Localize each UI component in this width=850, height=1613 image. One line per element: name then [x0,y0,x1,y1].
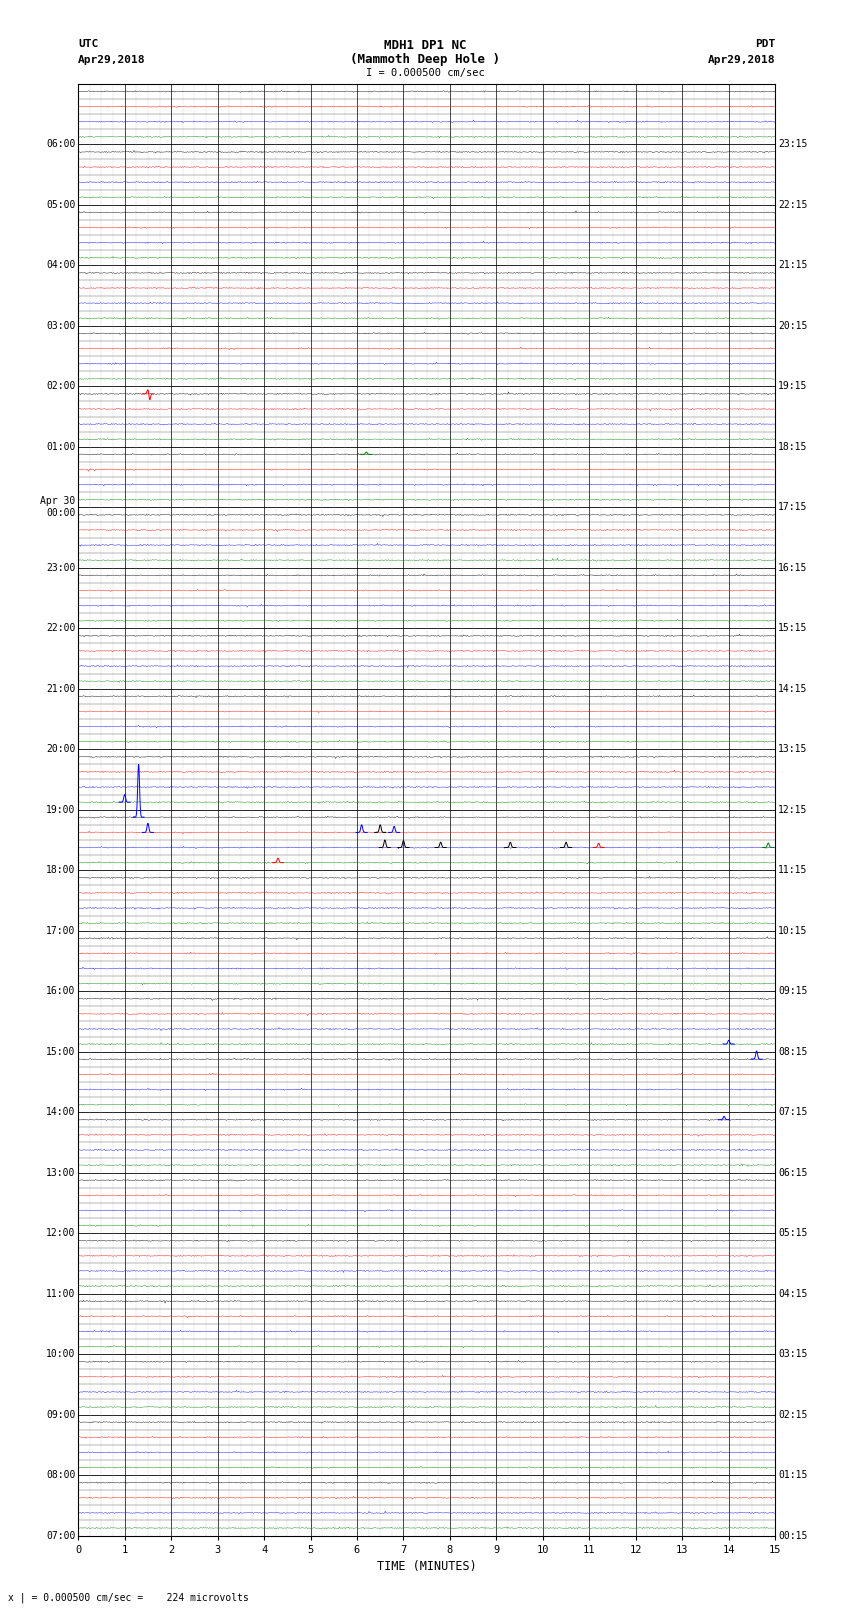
Text: x | = 0.000500 cm/sec =    224 microvolts: x | = 0.000500 cm/sec = 224 microvolts [8,1592,249,1603]
Text: 01:00: 01:00 [46,442,76,452]
Text: 12:00: 12:00 [46,1227,76,1239]
Text: 07:15: 07:15 [778,1107,807,1118]
X-axis label: TIME (MINUTES): TIME (MINUTES) [377,1560,477,1573]
Text: 20:15: 20:15 [778,321,807,331]
Text: PDT: PDT [755,39,775,48]
Text: 02:15: 02:15 [778,1410,807,1419]
Text: UTC: UTC [78,39,99,48]
Text: 12:15: 12:15 [778,805,807,815]
Text: 11:00: 11:00 [46,1289,76,1298]
Text: 05:15: 05:15 [778,1227,807,1239]
Text: 23:15: 23:15 [778,139,807,150]
Text: 04:15: 04:15 [778,1289,807,1298]
Text: 16:00: 16:00 [46,986,76,997]
Text: 15:00: 15:00 [46,1047,76,1057]
Text: 17:00: 17:00 [46,926,76,936]
Text: 16:15: 16:15 [778,563,807,573]
Text: Apr 30
00:00: Apr 30 00:00 [40,497,76,518]
Text: 22:00: 22:00 [46,623,76,634]
Text: 19:00: 19:00 [46,805,76,815]
Text: 18:00: 18:00 [46,865,76,876]
Text: 02:00: 02:00 [46,381,76,392]
Text: 14:15: 14:15 [778,684,807,694]
Text: MDH1 DP1 NC: MDH1 DP1 NC [383,39,467,52]
Text: Apr29,2018: Apr29,2018 [78,55,145,65]
Text: 01:15: 01:15 [778,1469,807,1481]
Text: 00:15: 00:15 [778,1531,807,1540]
Text: 14:00: 14:00 [46,1107,76,1118]
Text: 13:15: 13:15 [778,744,807,755]
Text: 06:00: 06:00 [46,139,76,150]
Text: 18:15: 18:15 [778,442,807,452]
Text: 09:15: 09:15 [778,986,807,997]
Text: 11:15: 11:15 [778,865,807,876]
Text: 21:00: 21:00 [46,684,76,694]
Text: (Mammoth Deep Hole ): (Mammoth Deep Hole ) [350,53,500,66]
Text: 23:00: 23:00 [46,563,76,573]
Text: 05:00: 05:00 [46,200,76,210]
Text: 19:15: 19:15 [778,381,807,392]
Text: 10:15: 10:15 [778,926,807,936]
Text: 20:00: 20:00 [46,744,76,755]
Text: 21:15: 21:15 [778,260,807,271]
Text: Apr29,2018: Apr29,2018 [708,55,775,65]
Text: 10:00: 10:00 [46,1348,76,1360]
Text: 04:00: 04:00 [46,260,76,271]
Text: 07:00: 07:00 [46,1531,76,1540]
Text: I = 0.000500 cm/sec: I = 0.000500 cm/sec [366,68,484,77]
Text: 03:00: 03:00 [46,321,76,331]
Text: 22:15: 22:15 [778,200,807,210]
Text: 15:15: 15:15 [778,623,807,634]
Text: 09:00: 09:00 [46,1410,76,1419]
Text: 03:15: 03:15 [778,1348,807,1360]
Text: 17:15: 17:15 [778,502,807,513]
Text: 13:00: 13:00 [46,1168,76,1177]
Text: 06:15: 06:15 [778,1168,807,1177]
Text: 08:00: 08:00 [46,1469,76,1481]
Text: 08:15: 08:15 [778,1047,807,1057]
